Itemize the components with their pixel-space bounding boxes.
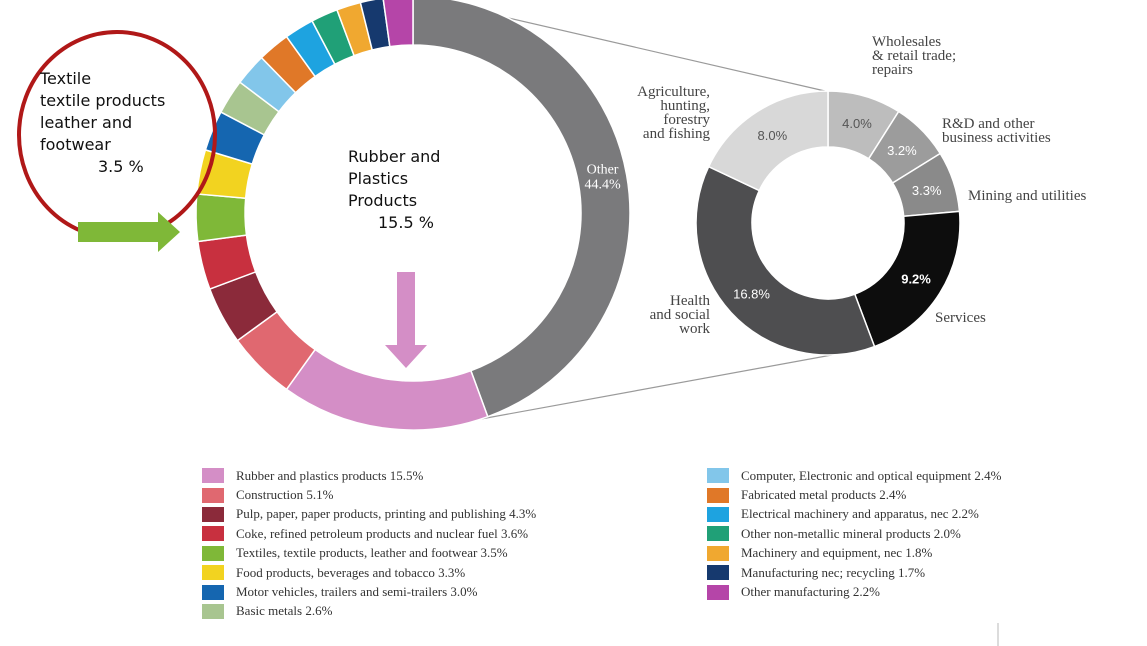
callout-line: leather and (40, 113, 133, 132)
legend-item: Electrical machinery and apparatus, nec … (707, 505, 1002, 524)
legend-item: Basic metals 2.6% (202, 602, 536, 621)
legend-item: Motor vehicles, trailers and semi-traile… (202, 582, 536, 601)
legend-item: Manufacturing nec; recycling 1.7% (707, 563, 1002, 582)
slice-health-and-social-work (695, 165, 876, 356)
legend-item: Coke, refined petroleum products and nuc… (202, 524, 536, 543)
legend-label: Fabricated metal products 2.4% (741, 487, 907, 503)
annotations (17, 30, 427, 368)
legend-swatch (202, 526, 224, 542)
legend-label: Construction 5.1% (236, 487, 334, 503)
legend-swatch (202, 487, 224, 503)
legend-label: Basic metals 2.6% (236, 603, 333, 619)
slice-value-label: 8.0% (758, 128, 788, 143)
slice-value-label: 16.8% (733, 286, 770, 301)
callout-line: Products (348, 191, 418, 210)
sub-donut-chart (695, 90, 961, 356)
legend-swatch (707, 545, 729, 561)
slice-rubber-and-plastics-products (285, 348, 489, 431)
slice-value-label: 9.2% (901, 271, 931, 286)
legend-item: Construction 5.1% (202, 485, 536, 504)
legend-swatch (707, 526, 729, 542)
legend-swatch (707, 584, 729, 600)
pink-arrow-icon (385, 272, 427, 368)
legend-swatch (707, 565, 729, 581)
legend-label: Food products, beverages and tobacco 3.3… (236, 564, 466, 580)
legend-swatch (202, 468, 224, 484)
legend-item: Other manufacturing 2.2% (707, 582, 1002, 601)
legend-item: Food products, beverages and tobacco 3.3… (202, 563, 536, 582)
slice-agriculture-hunting-forestry-and-fishing (707, 90, 829, 192)
slice-category-label: Services (935, 310, 986, 326)
legend-label: Textiles, textile products, leather and … (236, 545, 508, 561)
legend-item: Fabricated metal products 2.4% (707, 485, 1002, 504)
legend-label: Pulp, paper, paper products, printing an… (236, 506, 537, 522)
callout-line: textile products (40, 91, 166, 110)
connector-line (469, 347, 871, 422)
legend-label: Other manufacturing 2.2% (741, 584, 880, 600)
slice-textiles-textile-products-leather-and-footwear (195, 193, 248, 243)
legend-label: Electrical machinery and apparatus, nec … (741, 506, 979, 522)
callout-line: footwear (40, 135, 111, 154)
legend-swatch (202, 565, 224, 581)
slice-value-label: 3.2% (887, 143, 917, 158)
legend-label: Computer, Electronic and optical equipme… (741, 467, 1002, 483)
slice-value-label: 4.0% (842, 116, 872, 131)
main-donut-chart (195, 0, 631, 431)
divider (997, 623, 999, 646)
legend-swatch (707, 487, 729, 503)
legend-left-column: Rubber and plastics products 15.5% Constr… (202, 466, 536, 621)
legend-swatch (707, 506, 729, 522)
legend-label: Machinery and equipment, nec 1.8% (741, 545, 933, 561)
legend-swatch (202, 545, 224, 561)
slice-category-label: Wholesales & retail trade; repairs (872, 34, 956, 78)
legend-swatch (202, 506, 224, 522)
slice-category-label: Agriculture, hunting, forestry and fishing (637, 84, 710, 142)
slice-category-label: R&D and other business activities (942, 116, 1051, 146)
rubber-plastics-callout: Rubber and Plastics Products 15.5 % (348, 146, 440, 234)
callout-line: Plastics (348, 169, 409, 188)
zoom-connector-lines (427, 0, 871, 422)
legend-swatch (202, 584, 224, 600)
slice-label-other: Other 44.4% (584, 162, 621, 192)
legend-item: Textiles, textile products, leather and … (202, 544, 536, 563)
green-arrow-icon (78, 212, 180, 252)
slice-category-label: Health and social work (650, 293, 711, 337)
legend-item: Rubber and plastics products 15.5% (202, 466, 536, 485)
legend-label: Manufacturing nec; recycling 1.7% (741, 564, 926, 580)
legend-swatch (707, 468, 729, 484)
donut-labels: Other 44.4% 4.0% 3.2% 3.3% 9.2% 16.8% 8.0% Whole… (584, 34, 1086, 337)
legend-item: Pulp, paper, paper products, printing an… (202, 505, 536, 524)
textile-callout: Textile textile products leather and foo… (40, 68, 165, 178)
slice-other-manufacturing (382, 0, 414, 48)
legend-label: Other non-metallic mineral products 2.0% (741, 525, 961, 541)
callout-line: Textile (40, 69, 92, 88)
callout-percent: 15.5 % (378, 213, 434, 232)
legend-label: Motor vehicles, trailers and semi-traile… (236, 584, 478, 600)
legend-label: Coke, refined petroleum products and nuc… (236, 525, 529, 541)
legend-item: Computer, Electronic and optical equipme… (707, 466, 1002, 485)
legend-label: Rubber and plastics products 15.5% (236, 467, 424, 483)
callout-percent: 3.5 % (98, 157, 144, 176)
callout-line: Rubber and (348, 147, 441, 166)
legend-swatch (202, 603, 224, 619)
slice-other (412, 0, 631, 418)
slice-value-label: 3.3% (912, 183, 942, 198)
legend-item: Machinery and equipment, nec 1.8% (707, 544, 1002, 563)
legend-right-column: Computer, Electronic and optical equipme… (707, 466, 1002, 602)
slice-category-label: Mining and utilities (968, 188, 1086, 204)
legend-item: Other non-metallic mineral products 2.0% (707, 524, 1002, 543)
